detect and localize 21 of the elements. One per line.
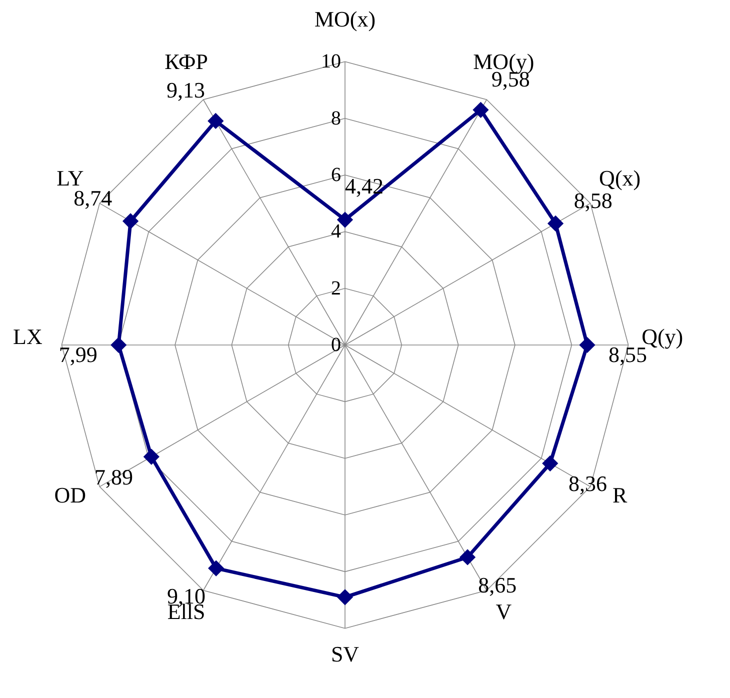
data-label: 8,36 (568, 471, 608, 496)
data-label: 4,42 (345, 174, 384, 199)
y-tick-label: 6 (331, 164, 341, 186)
spoke-label: Q(x) (599, 165, 641, 190)
y-tick-label: 2 (331, 277, 341, 300)
spoke-label: OD (54, 482, 86, 508)
data-label: 8,65 (478, 572, 517, 598)
spoke-label: КФР (164, 49, 208, 74)
y-tick-label: 10 (321, 50, 341, 73)
spoke-label: R (612, 482, 628, 508)
spoke-label: Q(y) (642, 324, 684, 349)
y-tick-label: 0 (331, 334, 341, 356)
y-tick-label: 4 (331, 220, 341, 243)
spoke-label: V (496, 598, 512, 624)
data-label: 7,89 (94, 464, 133, 490)
y-tick-label: 8 (331, 107, 341, 130)
data-label: 7,99 (58, 342, 98, 367)
spoke-label: SV (330, 641, 360, 666)
data-label: 9,13 (166, 78, 206, 103)
spoke-label: LX (13, 324, 42, 349)
spoke-label: MO(x) (314, 6, 376, 32)
